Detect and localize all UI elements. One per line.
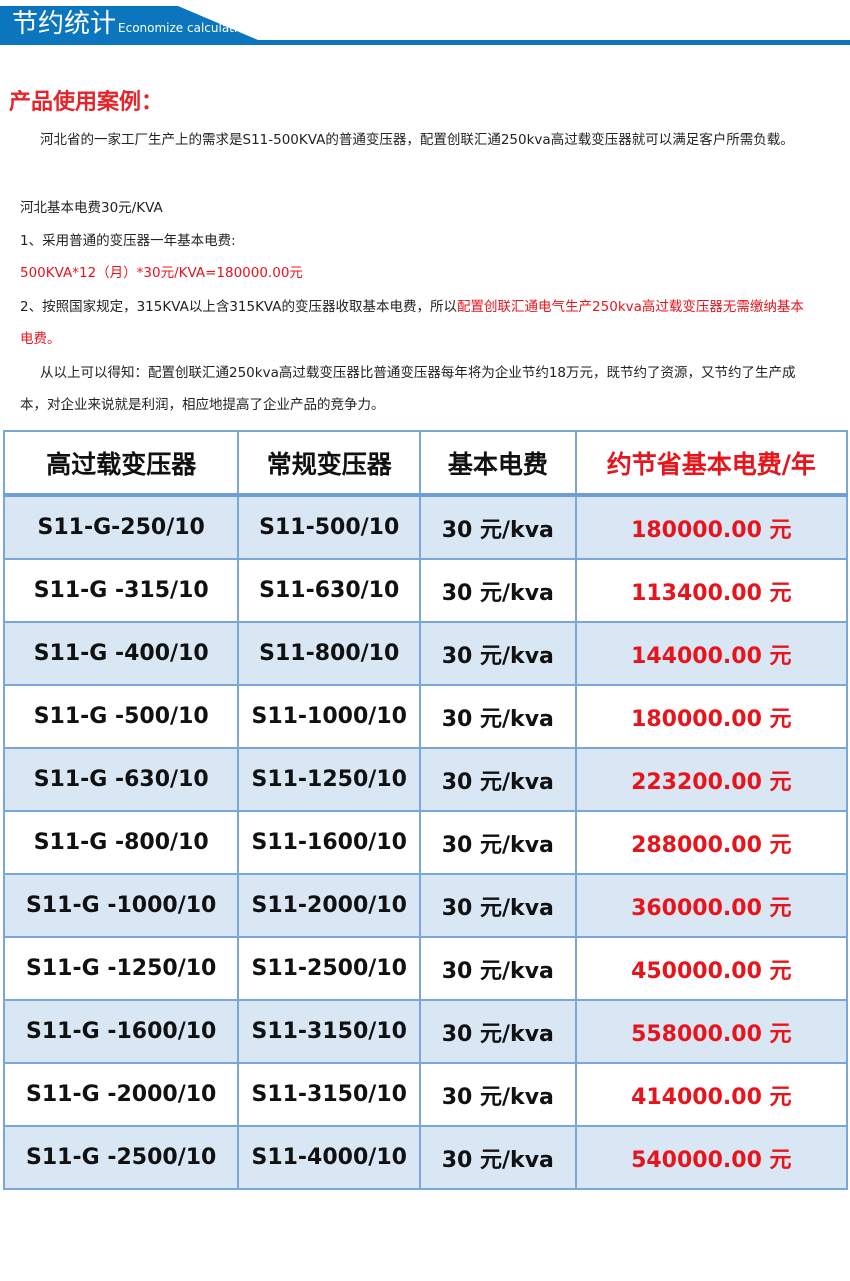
table-header-row: 高过载变压器 常规变压器 基本电费 约节省基本电费/年 — [2, 430, 849, 497]
cell-high-overload: S11-G -315/10 — [2, 558, 240, 623]
cell-high-overload: S11-G -630/10 — [2, 747, 240, 812]
cell-regular: S11-4000/10 — [237, 1125, 422, 1190]
cell-base-fee: 30 元/kva — [419, 999, 577, 1064]
cell-regular: S11-2000/10 — [237, 873, 422, 938]
cell-high-overload: S11-G -800/10 — [2, 810, 240, 875]
cell-regular: S11-1250/10 — [237, 747, 422, 812]
cell-base-fee: 30 元/kva — [419, 936, 577, 1001]
header-base-fee: 基本电费 — [419, 430, 577, 497]
cell-regular: S11-500/10 — [237, 494, 422, 560]
cell-annual-savings: 113400.00 元 — [574, 558, 849, 623]
cell-regular: S11-1000/10 — [237, 684, 422, 749]
banner-line — [0, 40, 850, 45]
cell-base-fee: 30 元/kva — [419, 1125, 577, 1190]
cell-base-fee: 30 元/kva — [419, 684, 577, 749]
cell-annual-savings: 450000.00 元 — [574, 936, 849, 1001]
banner-title: 节约统计 Economize calculation — [12, 8, 252, 44]
cell-base-fee: 30 元/kva — [419, 494, 577, 560]
cell-regular: S11-3150/10 — [237, 1062, 422, 1127]
table-row: S11-G -800/10 S11-1600/10 30 元/kva 288000.0… — [2, 810, 849, 875]
cell-annual-savings: 540000.00 元 — [574, 1125, 849, 1190]
cell-regular: S11-1600/10 — [237, 810, 422, 875]
cell-base-fee: 30 元/kva — [419, 747, 577, 812]
table-row: S11-G -2000/10 S11-3150/10 30 元/kva 414000.… — [2, 1062, 849, 1127]
cell-regular: S11-3150/10 — [237, 999, 422, 1064]
cell-annual-savings: 558000.00 元 — [574, 999, 849, 1064]
header-regular: 常规变压器 — [237, 430, 422, 497]
step2-highlight: 配置创联汇通电气生产250kva高过载变压器无需缴纳基本电费。 — [20, 299, 804, 347]
cell-high-overload: S11-G -2000/10 — [2, 1062, 240, 1127]
cell-annual-savings: 288000.00 元 — [574, 810, 849, 875]
step2-text: 2、按照国家规定，315KVA以上含315KVA的变压器收取基本电费，所以 — [20, 299, 458, 315]
cell-regular: S11-630/10 — [237, 558, 422, 623]
cell-annual-savings: 223200.00 元 — [574, 747, 849, 812]
paragraph-step1: 1、采用普通的变压器一年基本电费: — [20, 233, 236, 249]
table-row: S11-G -400/10 S11-800/10 30 元/kva 144000.00… — [2, 621, 849, 686]
cell-regular: S11-2500/10 — [237, 936, 422, 1001]
cell-annual-savings: 180000.00 元 — [574, 684, 849, 749]
cell-base-fee: 30 元/kva — [419, 810, 577, 875]
cell-high-overload: S11-G -400/10 — [2, 621, 240, 686]
savings-table: 高过载变压器 常规变压器 基本电费 约节省基本电费/年 S11-G-250/10… — [2, 430, 849, 1190]
table-row: S11-G -630/10 S11-1250/10 30 元/kva 223200.0… — [2, 747, 849, 812]
table-row: S11-G -2500/10 S11-4000/10 30 元/kva 540000.… — [2, 1125, 849, 1190]
banner-title-text: 节约统计 — [12, 9, 117, 39]
cell-annual-savings: 180000.00 元 — [574, 494, 849, 560]
cell-annual-savings: 414000.00 元 — [574, 1062, 849, 1127]
cell-base-fee: 30 元/kva — [419, 1062, 577, 1127]
cell-annual-savings: 144000.00 元 — [574, 621, 849, 686]
table-row: S11-G -1250/10 S11-2500/10 30 元/kva 450000.… — [2, 936, 849, 1001]
paragraph-rate: 河北基本电费30元/KVA — [20, 200, 163, 216]
paragraph-step2: 2、按照国家规定，315KVA以上含315KVA的变压器收取基本电费，所以配置创… — [20, 291, 810, 355]
cell-annual-savings: 360000.00 元 — [574, 873, 849, 938]
header-annual-savings: 约节省基本电费/年 — [574, 430, 849, 497]
table-row: S11-G -500/10 S11-1000/10 30 元/kva 180000.0… — [2, 684, 849, 749]
paragraph-intro: 河北省的一家工厂生产上的需求是S11-500KVA的普通变压器，配置创联汇通25… — [40, 132, 794, 148]
cell-high-overload: S11-G -1250/10 — [2, 936, 240, 1001]
section-heading: 产品使用案例： — [9, 89, 164, 115]
paragraph-conclusion: 从以上可以得知：配置创联汇通250kva高过载变压器比普通变压器每年将为企业节约… — [20, 365, 796, 413]
paragraph-formula: 500KVA*12（月）*30元/KVA=180000.00元 — [20, 265, 303, 281]
header-high-overload: 高过载变压器 — [2, 430, 240, 497]
cell-high-overload: S11-G -2500/10 — [2, 1125, 240, 1190]
cell-high-overload: S11-G -500/10 — [2, 684, 240, 749]
cell-high-overload: S11-G -1000/10 — [2, 873, 240, 938]
section-banner: 节约统计 Economize calculation — [0, 6, 850, 46]
table-row: S11-G -315/10 S11-630/10 30 元/kva 113400.00… — [2, 558, 849, 623]
table-row: S11-G-250/10 S11-500/10 30 元/kva 180000.00 … — [2, 494, 849, 560]
table-row: S11-G -1600/10 S11-3150/10 30 元/kva 558000.… — [2, 999, 849, 1064]
cell-base-fee: 30 元/kva — [419, 558, 577, 623]
cell-high-overload: S11-G -1600/10 — [2, 999, 240, 1064]
cell-high-overload: S11-G-250/10 — [2, 494, 240, 560]
cell-base-fee: 30 元/kva — [419, 873, 577, 938]
cell-base-fee: 30 元/kva — [419, 621, 577, 686]
cell-regular: S11-800/10 — [237, 621, 422, 686]
banner-subtitle: Economize calculation — [118, 21, 253, 35]
table-row: S11-G -1000/10 S11-2000/10 30 元/kva 360000.… — [2, 873, 849, 938]
